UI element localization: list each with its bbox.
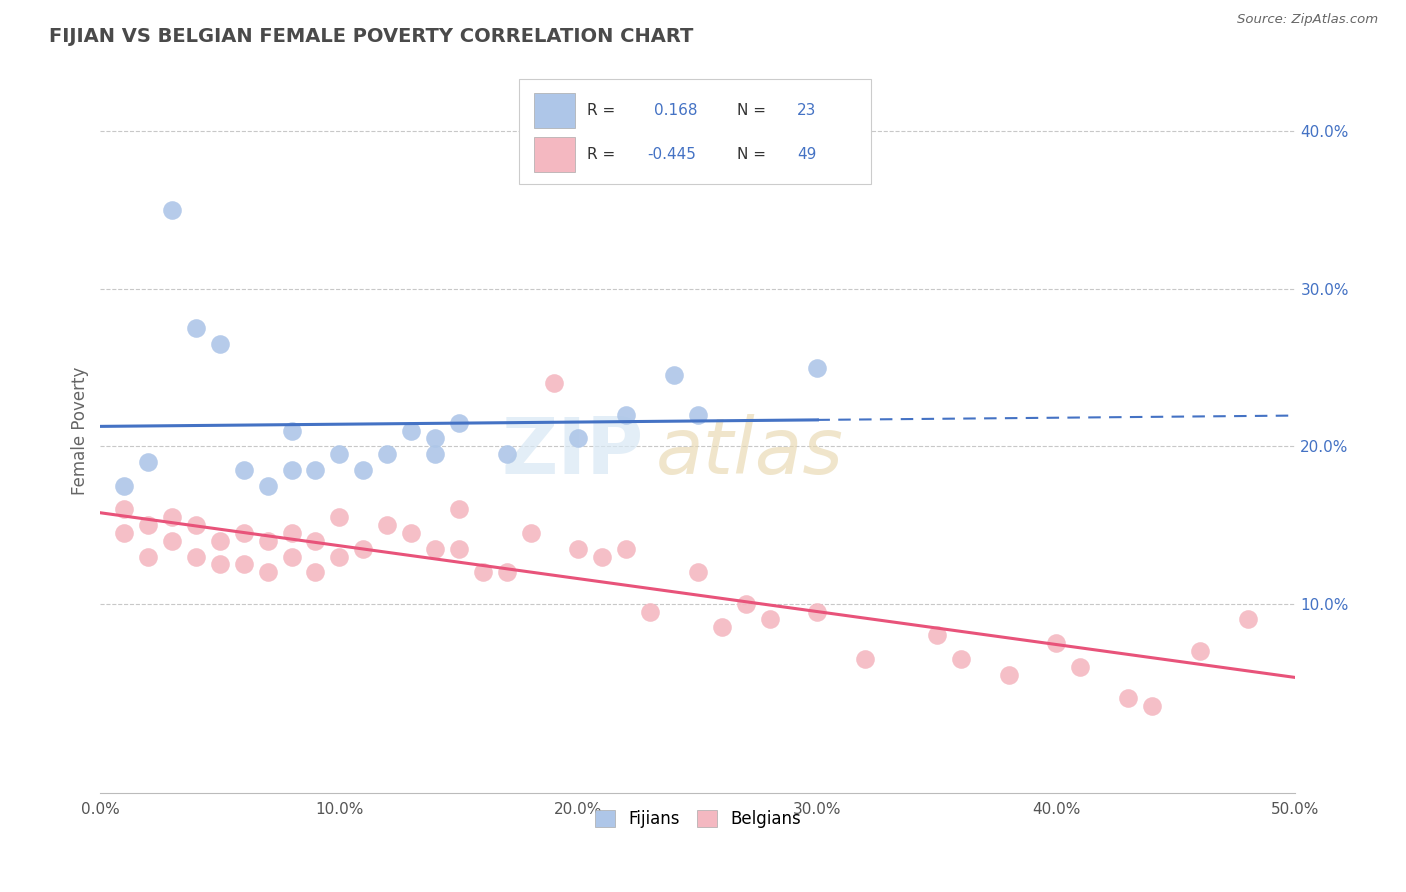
Point <box>1236 612 1258 626</box>
Point <box>1116 691 1139 706</box>
Point <box>471 566 494 580</box>
Point <box>304 463 326 477</box>
Point <box>184 518 207 533</box>
Point <box>112 502 135 516</box>
FancyBboxPatch shape <box>534 137 575 172</box>
Point <box>256 478 278 492</box>
Point <box>806 360 828 375</box>
Point <box>208 533 231 548</box>
Point <box>423 447 446 461</box>
Text: R =: R = <box>586 147 614 162</box>
Point <box>662 368 685 383</box>
Point <box>447 502 470 516</box>
Point <box>614 408 637 422</box>
Point <box>304 566 326 580</box>
Point <box>184 549 207 564</box>
Point <box>519 525 541 540</box>
Point <box>1140 699 1163 714</box>
Text: FIJIAN VS BELGIAN FEMALE POVERTY CORRELATION CHART: FIJIAN VS BELGIAN FEMALE POVERTY CORRELA… <box>49 27 693 45</box>
Point <box>543 376 565 391</box>
Point <box>399 525 422 540</box>
Point <box>232 558 254 572</box>
Point <box>112 525 135 540</box>
Point <box>160 203 183 218</box>
Point <box>160 533 183 548</box>
Point <box>997 667 1019 681</box>
Point <box>280 424 302 438</box>
Point <box>853 652 876 666</box>
Point <box>136 455 159 469</box>
Point <box>256 533 278 548</box>
Point <box>806 605 828 619</box>
Point <box>375 447 398 461</box>
Point <box>686 408 709 422</box>
FancyBboxPatch shape <box>519 79 872 185</box>
Text: 49: 49 <box>797 147 817 162</box>
Legend: Fijians, Belgians: Fijians, Belgians <box>589 804 807 835</box>
Point <box>638 605 661 619</box>
Point <box>710 620 733 634</box>
Point <box>136 518 159 533</box>
Point <box>1188 644 1211 658</box>
Point <box>591 549 613 564</box>
Point <box>567 541 589 556</box>
Point <box>567 432 589 446</box>
Point <box>256 566 278 580</box>
Text: N =: N = <box>737 103 766 118</box>
Text: R =: R = <box>586 103 614 118</box>
Point <box>447 541 470 556</box>
Point <box>399 424 422 438</box>
Point <box>160 510 183 524</box>
Point <box>925 628 948 642</box>
Point <box>495 566 517 580</box>
Y-axis label: Female Poverty: Female Poverty <box>72 367 89 495</box>
Point <box>758 612 780 626</box>
Point <box>352 463 374 477</box>
Point <box>328 447 350 461</box>
Point <box>280 525 302 540</box>
Text: 0.168: 0.168 <box>654 103 697 118</box>
Text: Source: ZipAtlas.com: Source: ZipAtlas.com <box>1237 13 1378 27</box>
Point <box>1045 636 1067 650</box>
Point <box>734 597 756 611</box>
Point <box>232 525 254 540</box>
Point <box>280 549 302 564</box>
Point <box>447 416 470 430</box>
Point <box>328 549 350 564</box>
Point <box>328 510 350 524</box>
Point <box>686 566 709 580</box>
Text: 23: 23 <box>797 103 817 118</box>
Point <box>232 463 254 477</box>
Point <box>495 447 517 461</box>
Point <box>208 337 231 351</box>
Text: ZIP: ZIP <box>502 414 644 491</box>
Point <box>423 432 446 446</box>
Point <box>184 321 207 335</box>
Text: atlas: atlas <box>657 414 844 491</box>
Point <box>375 518 398 533</box>
Point <box>1069 659 1091 673</box>
Text: N =: N = <box>737 147 766 162</box>
Point <box>112 478 135 492</box>
Point <box>136 549 159 564</box>
Point <box>208 558 231 572</box>
Point <box>423 541 446 556</box>
Point <box>304 533 326 548</box>
FancyBboxPatch shape <box>534 93 575 128</box>
Point <box>280 463 302 477</box>
Point <box>949 652 972 666</box>
Point <box>614 541 637 556</box>
Point <box>352 541 374 556</box>
Text: -0.445: -0.445 <box>648 147 696 162</box>
